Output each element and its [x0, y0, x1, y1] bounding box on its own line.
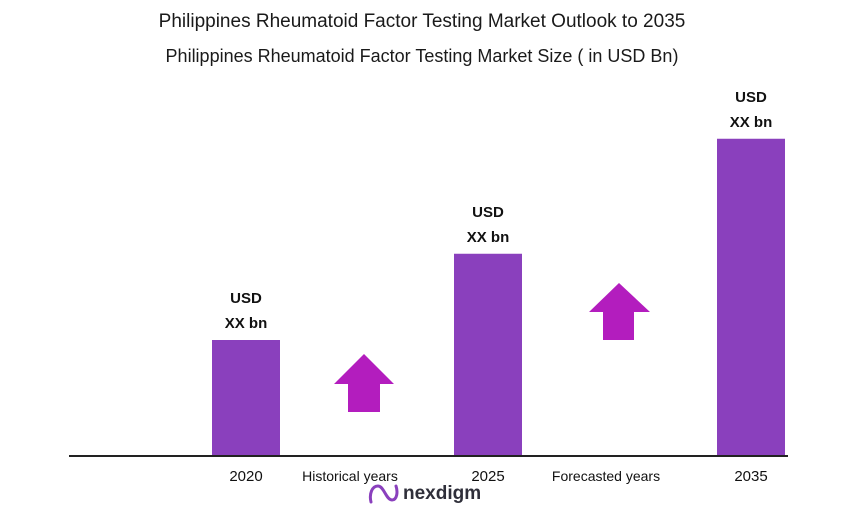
data-label-currency: USD [735, 89, 767, 106]
x-tick-label: 2035 [734, 468, 767, 485]
data-label-value: XX bn [467, 229, 510, 246]
chart-subtitle: Philippines Rheumatoid Factor Testing Ma… [165, 46, 679, 66]
data-label-value: XX bn [730, 114, 773, 131]
data-label-value: XX bn [225, 315, 268, 332]
data-label-currency: USD [230, 290, 262, 307]
forecasted-years-label: Forecasted years [552, 468, 660, 484]
up-arrow-icon [589, 283, 650, 340]
bar-2025 [454, 253, 522, 455]
nexdigm-logo: nexdigm [368, 483, 481, 504]
nexdigm-logo-icon [368, 484, 399, 504]
bar-2035 [717, 138, 785, 455]
x-tick-label: 2025 [471, 468, 504, 485]
historical-years-label: Historical years [302, 468, 398, 484]
data-label-currency: USD [472, 204, 504, 221]
chart-title: Philippines Rheumatoid Factor Testing Ma… [158, 11, 686, 32]
nexdigm-logo-text: nexdigm [403, 483, 481, 504]
up-arrow-icon [334, 354, 394, 412]
x-tick-label: 2020 [229, 468, 262, 485]
bar-2020 [212, 340, 280, 455]
